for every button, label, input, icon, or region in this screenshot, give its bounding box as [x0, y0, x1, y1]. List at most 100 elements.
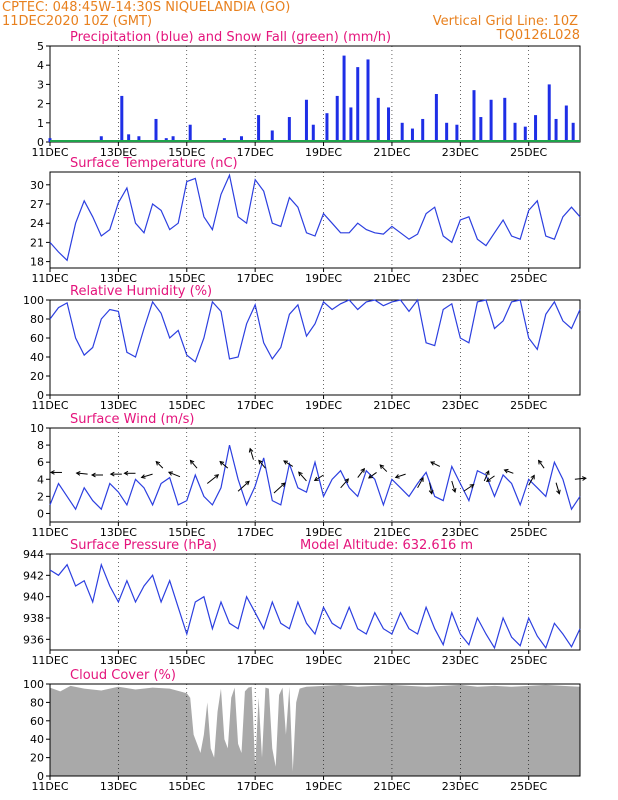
- humidity-xtick-label: 13DEC: [100, 399, 137, 412]
- wind-arrowhead: [49, 470, 55, 475]
- wind-vector: [395, 473, 406, 478]
- precip-bar: [434, 94, 438, 142]
- temperature-title: Surface Temperature (nC): [70, 156, 238, 171]
- wind-arrowhead: [298, 471, 303, 477]
- pressure-xtick-label: 21DEC: [373, 654, 410, 667]
- wind-ytick-label: 4: [37, 473, 44, 486]
- wind-arrowhead: [503, 468, 509, 474]
- cloud-ytick-label: 80: [30, 696, 44, 709]
- pressure-xtick-label: 11DEC: [31, 654, 68, 667]
- wind-arrowhead: [258, 459, 263, 465]
- humidity-ytick-label: 80: [30, 313, 44, 326]
- precip-bar: [366, 59, 370, 142]
- pressure-xtick-label: 13DEC: [100, 654, 137, 667]
- wind-arrowhead: [344, 478, 350, 484]
- humidity-xtick-label: 11DEC: [31, 399, 68, 412]
- cloud-xtick-label: 11DEC: [31, 780, 68, 793]
- cloud-ytick-label: 20: [30, 752, 44, 765]
- wind-vector: [504, 469, 514, 474]
- wind-arrowhead: [451, 487, 457, 493]
- wind-ytick-label: 10: [30, 422, 44, 435]
- temperature-xtick-label: 19DEC: [305, 272, 342, 285]
- temperature-xtick-label: 25DEC: [510, 272, 547, 285]
- cloud-frame: [49, 683, 581, 777]
- wind-arrowhead: [248, 447, 254, 453]
- pressure-ytick-label: 944: [23, 548, 44, 561]
- cloud-panel: 0 20 40 60 80 100 11DEC 13DEC 15DEC 17DEC 19DEC 21D…: [23, 668, 581, 793]
- precip-bar: [489, 99, 493, 142]
- temperature-xtick-label: 15DEC: [168, 272, 205, 285]
- wind-vector: [430, 461, 441, 467]
- temperature-ytick-label: 18: [30, 256, 44, 269]
- header-grid-line: Vertical Grid Line: 10Z: [432, 14, 578, 29]
- pressure-xtick-label: 17DEC: [237, 654, 274, 667]
- pressure-title: Surface Pressure (hPa): [70, 538, 217, 553]
- wind-arrowhead: [245, 480, 250, 486]
- precip-bar: [154, 118, 158, 142]
- wind-arrowhead: [280, 482, 286, 487]
- wind-vector: [206, 474, 219, 484]
- wind-vector: [538, 460, 545, 469]
- wind-xtick-label: 21DEC: [373, 526, 410, 539]
- precip-bar: [171, 136, 175, 142]
- wind-arrowhead: [379, 464, 385, 469]
- pressure-frame: [49, 553, 581, 651]
- humidity-title: Relative Humidity (%): [70, 284, 212, 299]
- wind-arrowhead: [167, 471, 173, 476]
- wind-vector: [486, 475, 495, 482]
- wind-vector: [155, 461, 164, 469]
- wind-vector: [429, 482, 433, 494]
- precip-bar: [188, 124, 192, 142]
- wind-ytick-label: 6: [37, 456, 44, 469]
- wind-arrowhead: [214, 474, 220, 479]
- wind-vector: [249, 448, 254, 460]
- precip-xtick-label: 19DEC: [305, 146, 342, 159]
- precip-bar: [376, 97, 380, 142]
- wind-ytick-label: 2: [37, 490, 44, 503]
- precip-xtick-label: 15DEC: [168, 146, 205, 159]
- precip-bar: [325, 113, 329, 142]
- precip-bar: [534, 115, 538, 142]
- temperature-ytick-label: 27: [30, 198, 44, 211]
- humidity-ytick-label: 40: [30, 351, 44, 364]
- precip-bar: [421, 118, 425, 142]
- wind-xtick-label: 15DEC: [168, 526, 205, 539]
- precip-ytick-label: 5: [37, 40, 44, 53]
- wind-arrowhead: [123, 470, 129, 476]
- precip-bar: [503, 97, 507, 142]
- precip-xtick-label: 21DEC: [373, 146, 410, 159]
- wind-arrowhead: [485, 477, 491, 482]
- cloud-xtick-label: 13DEC: [100, 780, 137, 793]
- wind-vector: [379, 464, 388, 472]
- precip-bar: [137, 136, 141, 142]
- humidity-ytick-label: 60: [30, 332, 44, 345]
- wind-arrowhead: [140, 474, 146, 479]
- cloud-ytick-label: 100: [23, 678, 44, 691]
- cloud-xtick-label: 21DEC: [373, 780, 410, 793]
- humidity-xtick-label: 25DEC: [510, 399, 547, 412]
- precip-ytick-label: 1: [37, 117, 44, 130]
- precip-ytick-label: 2: [37, 98, 44, 111]
- cloud-xtick-label: 25DEC: [510, 780, 547, 793]
- precip-frame: [49, 45, 581, 143]
- pressure-xtick-label: 25DEC: [510, 654, 547, 667]
- wind-xtick-label: 23DEC: [442, 526, 479, 539]
- precip-bar: [127, 134, 131, 142]
- wind-arrowhead: [419, 477, 424, 482]
- pressure-xtick-label: 23DEC: [442, 654, 479, 667]
- wind-arrowhead: [283, 460, 288, 465]
- pressure-ytick-label: 942: [23, 569, 44, 582]
- temperature-xtick-label: 23DEC: [442, 272, 479, 285]
- cloud-ytick-label: 60: [30, 715, 44, 728]
- wind-xtick-label: 11DEC: [31, 526, 68, 539]
- wind-vector: [483, 470, 490, 482]
- humidity-panel: 0 20 40 60 80 100 11DEC 13DEC 15DEC 17DEC 19DEC 21D…: [23, 284, 581, 412]
- humidity-xtick-label: 17DEC: [237, 399, 274, 412]
- precip-bar: [410, 128, 414, 142]
- wind-ytick-label: 0: [37, 507, 44, 520]
- humidity-line: [49, 298, 581, 363]
- precip-ytick-label: 3: [37, 78, 44, 91]
- temperature-xtick-label: 21DEC: [373, 272, 410, 285]
- pressure-annotation: Model Altitude: 632.616 m: [300, 538, 473, 553]
- cloud-ytick-label: 0: [37, 770, 44, 783]
